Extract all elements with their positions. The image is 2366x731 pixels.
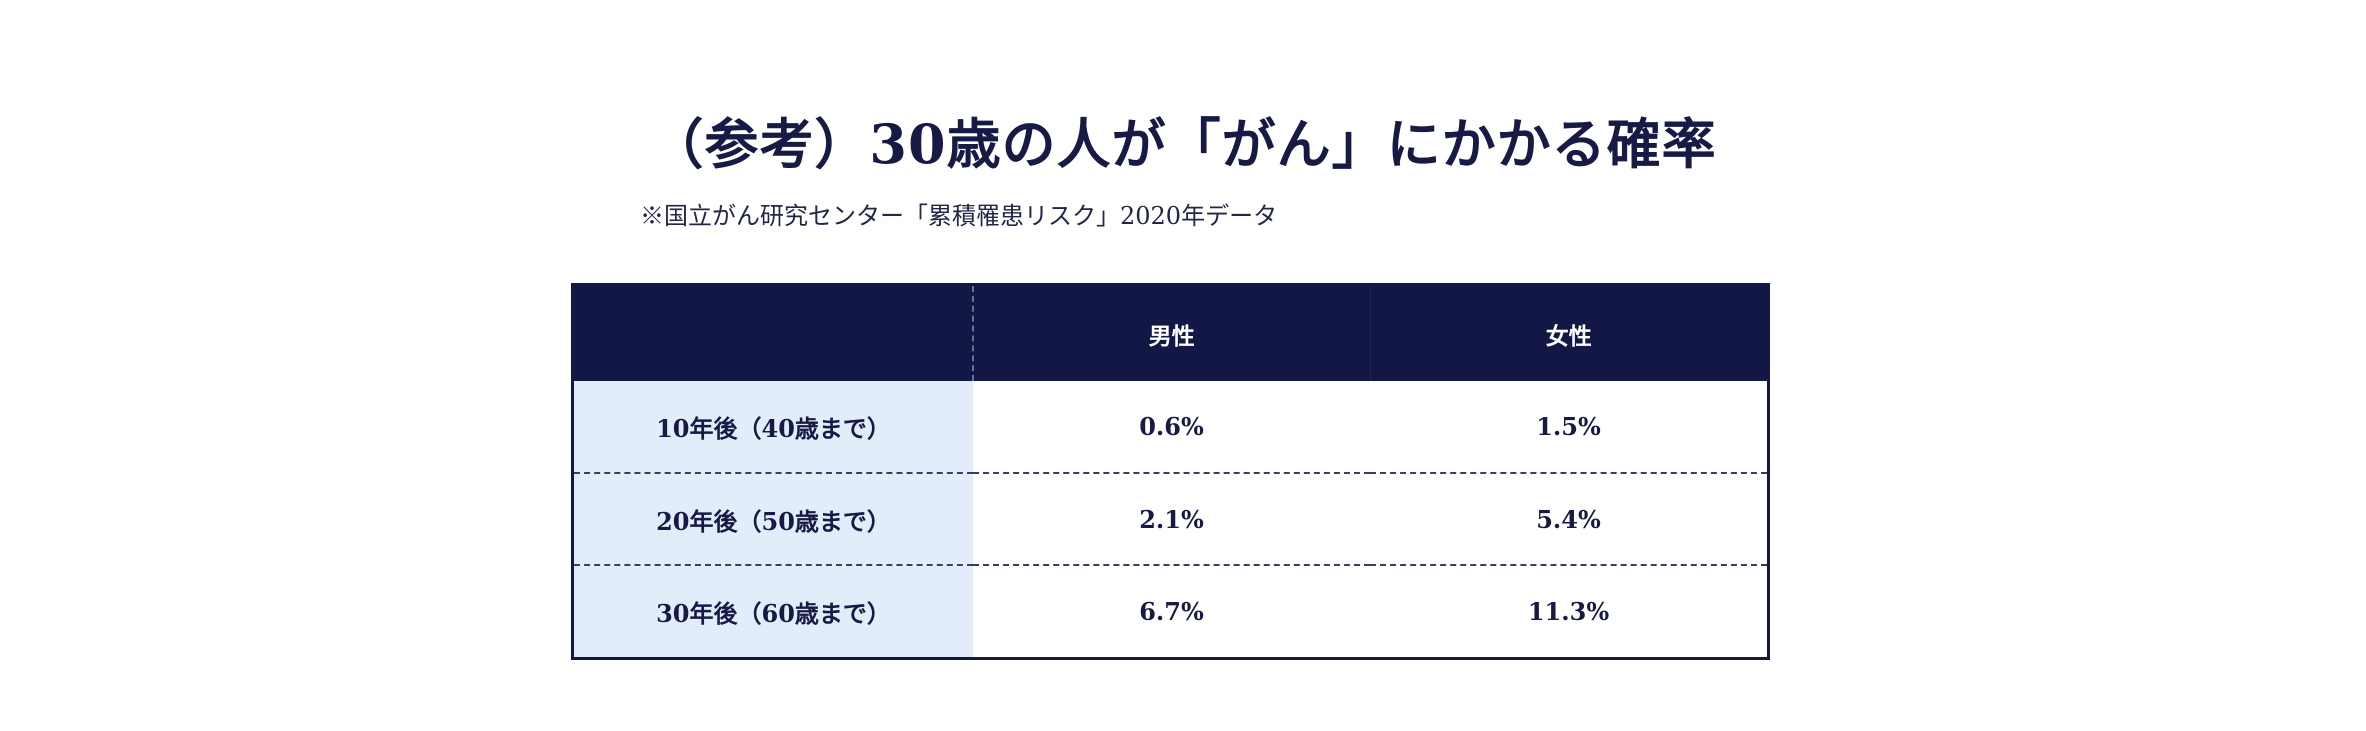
cancer-risk-table: 男性 女性 10年後（40歳まで） 0.6% 1.5% 20年後（50歳まで） …: [571, 283, 1770, 660]
risk-table: 男性 女性 10年後（40歳まで） 0.6% 1.5% 20年後（50歳まで） …: [574, 286, 1767, 657]
female-value: 5.4%: [1370, 473, 1767, 566]
male-value: 0.6%: [973, 381, 1370, 474]
male-value: 2.1%: [973, 473, 1370, 566]
header-male: 男性: [973, 286, 1371, 381]
row-label: 10年後（40歳まで）: [574, 381, 973, 474]
page-title: （参考）30歳の人が「がん」にかかる確率: [649, 112, 1717, 177]
header-blank-cell: [574, 286, 974, 381]
table-row: 30年後（60歳まで） 6.7% 11.3%: [574, 565, 1767, 657]
male-value: 6.7%: [1139, 597, 1204, 626]
table-row: 20年後（50歳まで） 2.1% 5.4%: [574, 473, 1767, 566]
table-header-row: 男性 女性: [574, 286, 1767, 381]
row-label: 20年後（50歳まで）: [574, 473, 973, 566]
row-label: 30年後（60歳まで）: [574, 565, 973, 657]
female-value: 11.3%: [1527, 597, 1610, 626]
header-female: 女性: [1370, 286, 1767, 381]
female-value: 1.5%: [1370, 381, 1767, 474]
table-row: 10年後（40歳まで） 0.6% 1.5%: [574, 381, 1767, 474]
source-note: ※国立がん研究センター「累積罹患リスク」2020年データ: [640, 202, 1278, 230]
